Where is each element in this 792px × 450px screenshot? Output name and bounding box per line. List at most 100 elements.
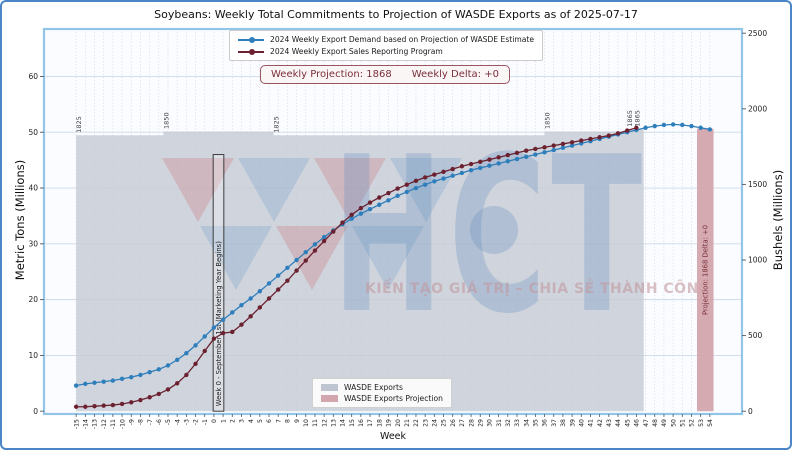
area-legend: WASDE Exports WASDE Exports Projection [312, 378, 452, 408]
svg-text:-9: -9 [128, 419, 135, 425]
svg-text:15: 15 [349, 419, 356, 427]
svg-text:10: 10 [28, 351, 38, 360]
svg-text:21: 21 [404, 419, 411, 427]
svg-text:50: 50 [670, 419, 677, 427]
svg-text:19: 19 [386, 419, 393, 427]
svg-text:-15: -15 [73, 419, 80, 429]
svg-text:2000: 2000 [748, 104, 767, 113]
svg-text:1850: 1850 [544, 112, 552, 129]
svg-text:35: 35 [533, 419, 540, 427]
wasde-projection-swatch [321, 395, 338, 402]
svg-text:-1: -1 [202, 419, 209, 425]
svg-text:41: 41 [588, 419, 595, 427]
svg-text:-13: -13 [92, 419, 99, 429]
svg-text:54: 54 [707, 419, 714, 427]
svg-text:-11: -11 [110, 419, 117, 429]
svg-text:43: 43 [606, 419, 613, 427]
legend-entry-wasde-projection: WASDE Exports Projection [321, 394, 443, 403]
svg-text:53: 53 [698, 419, 705, 427]
wasde-exports-swatch [321, 384, 338, 391]
y-axis-label-right: Bushels (Millions) [771, 169, 785, 271]
svg-text:11: 11 [312, 419, 319, 427]
wasde-step-labels: 1825 1850 1825 1850 1865 1865 [75, 110, 641, 133]
svg-text:46: 46 [634, 419, 641, 427]
svg-text:60: 60 [28, 72, 38, 81]
svg-text:36: 36 [542, 419, 549, 427]
maroon-line-marker-icon [238, 48, 264, 55]
svg-text:20: 20 [395, 419, 402, 427]
svg-text:1850: 1850 [162, 112, 170, 129]
svg-text:34: 34 [523, 419, 530, 427]
series-legend: 2024 Weekly Export Demand based on Proje… [229, 30, 544, 61]
legend-label-sales: 2024 Weekly Export Sales Reporting Progr… [270, 47, 443, 56]
svg-text:23: 23 [422, 419, 429, 427]
svg-text:-8: -8 [138, 419, 145, 425]
svg-text:4: 4 [248, 419, 255, 423]
svg-text:1825: 1825 [75, 116, 83, 133]
svg-text:17: 17 [367, 419, 374, 427]
svg-text:-3: -3 [184, 419, 191, 425]
svg-text:37: 37 [551, 419, 558, 427]
svg-text:2: 2 [229, 419, 236, 423]
svg-text:16: 16 [358, 419, 365, 427]
svg-text:7: 7 [275, 419, 282, 423]
svg-text:50: 50 [28, 128, 38, 137]
svg-text:6: 6 [266, 419, 273, 423]
svg-text:20: 20 [28, 295, 38, 304]
legend-entry-wasde-exports: WASDE Exports [321, 383, 443, 392]
projection-banner: Weekly Projection: 1868 Weekly Delta: +0 [260, 65, 510, 84]
svg-text:9: 9 [294, 419, 301, 423]
svg-text:2500: 2500 [748, 29, 767, 38]
y-axis-label-left: Metric Tons (Millions) [13, 159, 27, 281]
svg-text:40: 40 [28, 184, 38, 193]
svg-text:14: 14 [340, 419, 347, 427]
svg-text:28: 28 [468, 419, 475, 427]
svg-text:0: 0 [748, 407, 753, 416]
svg-text:24: 24 [432, 419, 439, 427]
svg-text:33: 33 [514, 419, 521, 427]
svg-text:1500: 1500 [748, 180, 767, 189]
svg-text:-2: -2 [193, 419, 200, 425]
svg-text:1000: 1000 [748, 256, 767, 265]
legend-label-demand: 2024 Weekly Export Demand based on Proje… [270, 35, 535, 44]
svg-text:27: 27 [459, 419, 466, 427]
svg-text:38: 38 [560, 419, 567, 427]
svg-text:39: 39 [569, 419, 576, 427]
svg-text:30: 30 [28, 239, 38, 248]
svg-text:49: 49 [661, 419, 668, 427]
svg-text:500: 500 [748, 331, 763, 340]
svg-text:31: 31 [496, 419, 503, 427]
svg-text:25: 25 [441, 419, 448, 427]
legend-label-wasde-projection: WASDE Exports Projection [344, 394, 443, 403]
wasde-projection-bar [696, 128, 714, 412]
svg-text:-14: -14 [83, 419, 90, 429]
svg-text:-12: -12 [101, 419, 108, 429]
svg-text:5: 5 [257, 419, 264, 423]
svg-text:26: 26 [450, 419, 457, 427]
series-sales [73, 125, 639, 409]
watermark-letters: HCT [332, 112, 647, 362]
svg-text:12: 12 [321, 419, 328, 427]
svg-text:-6: -6 [156, 419, 163, 425]
svg-text:29: 29 [477, 419, 484, 427]
svg-text:22: 22 [413, 419, 420, 427]
svg-text:-4: -4 [174, 419, 181, 425]
wasde-exports-area [76, 129, 644, 412]
svg-text:45: 45 [624, 419, 631, 427]
svg-text:30: 30 [487, 419, 494, 427]
svg-text:-10: -10 [119, 419, 126, 429]
svg-text:51: 51 [680, 419, 687, 427]
svg-text:1825: 1825 [273, 116, 281, 133]
svg-text:44: 44 [615, 419, 622, 427]
svg-text:1865: 1865 [634, 110, 642, 127]
svg-text:3: 3 [239, 419, 246, 423]
legend-label-wasde-exports: WASDE Exports [344, 383, 403, 392]
svg-text:52: 52 [689, 419, 696, 427]
weekly-projection-text: Weekly Projection: 1868 [271, 69, 392, 80]
svg-text:8: 8 [285, 419, 292, 423]
svg-text:40: 40 [578, 419, 585, 427]
svg-text:0: 0 [33, 407, 38, 416]
